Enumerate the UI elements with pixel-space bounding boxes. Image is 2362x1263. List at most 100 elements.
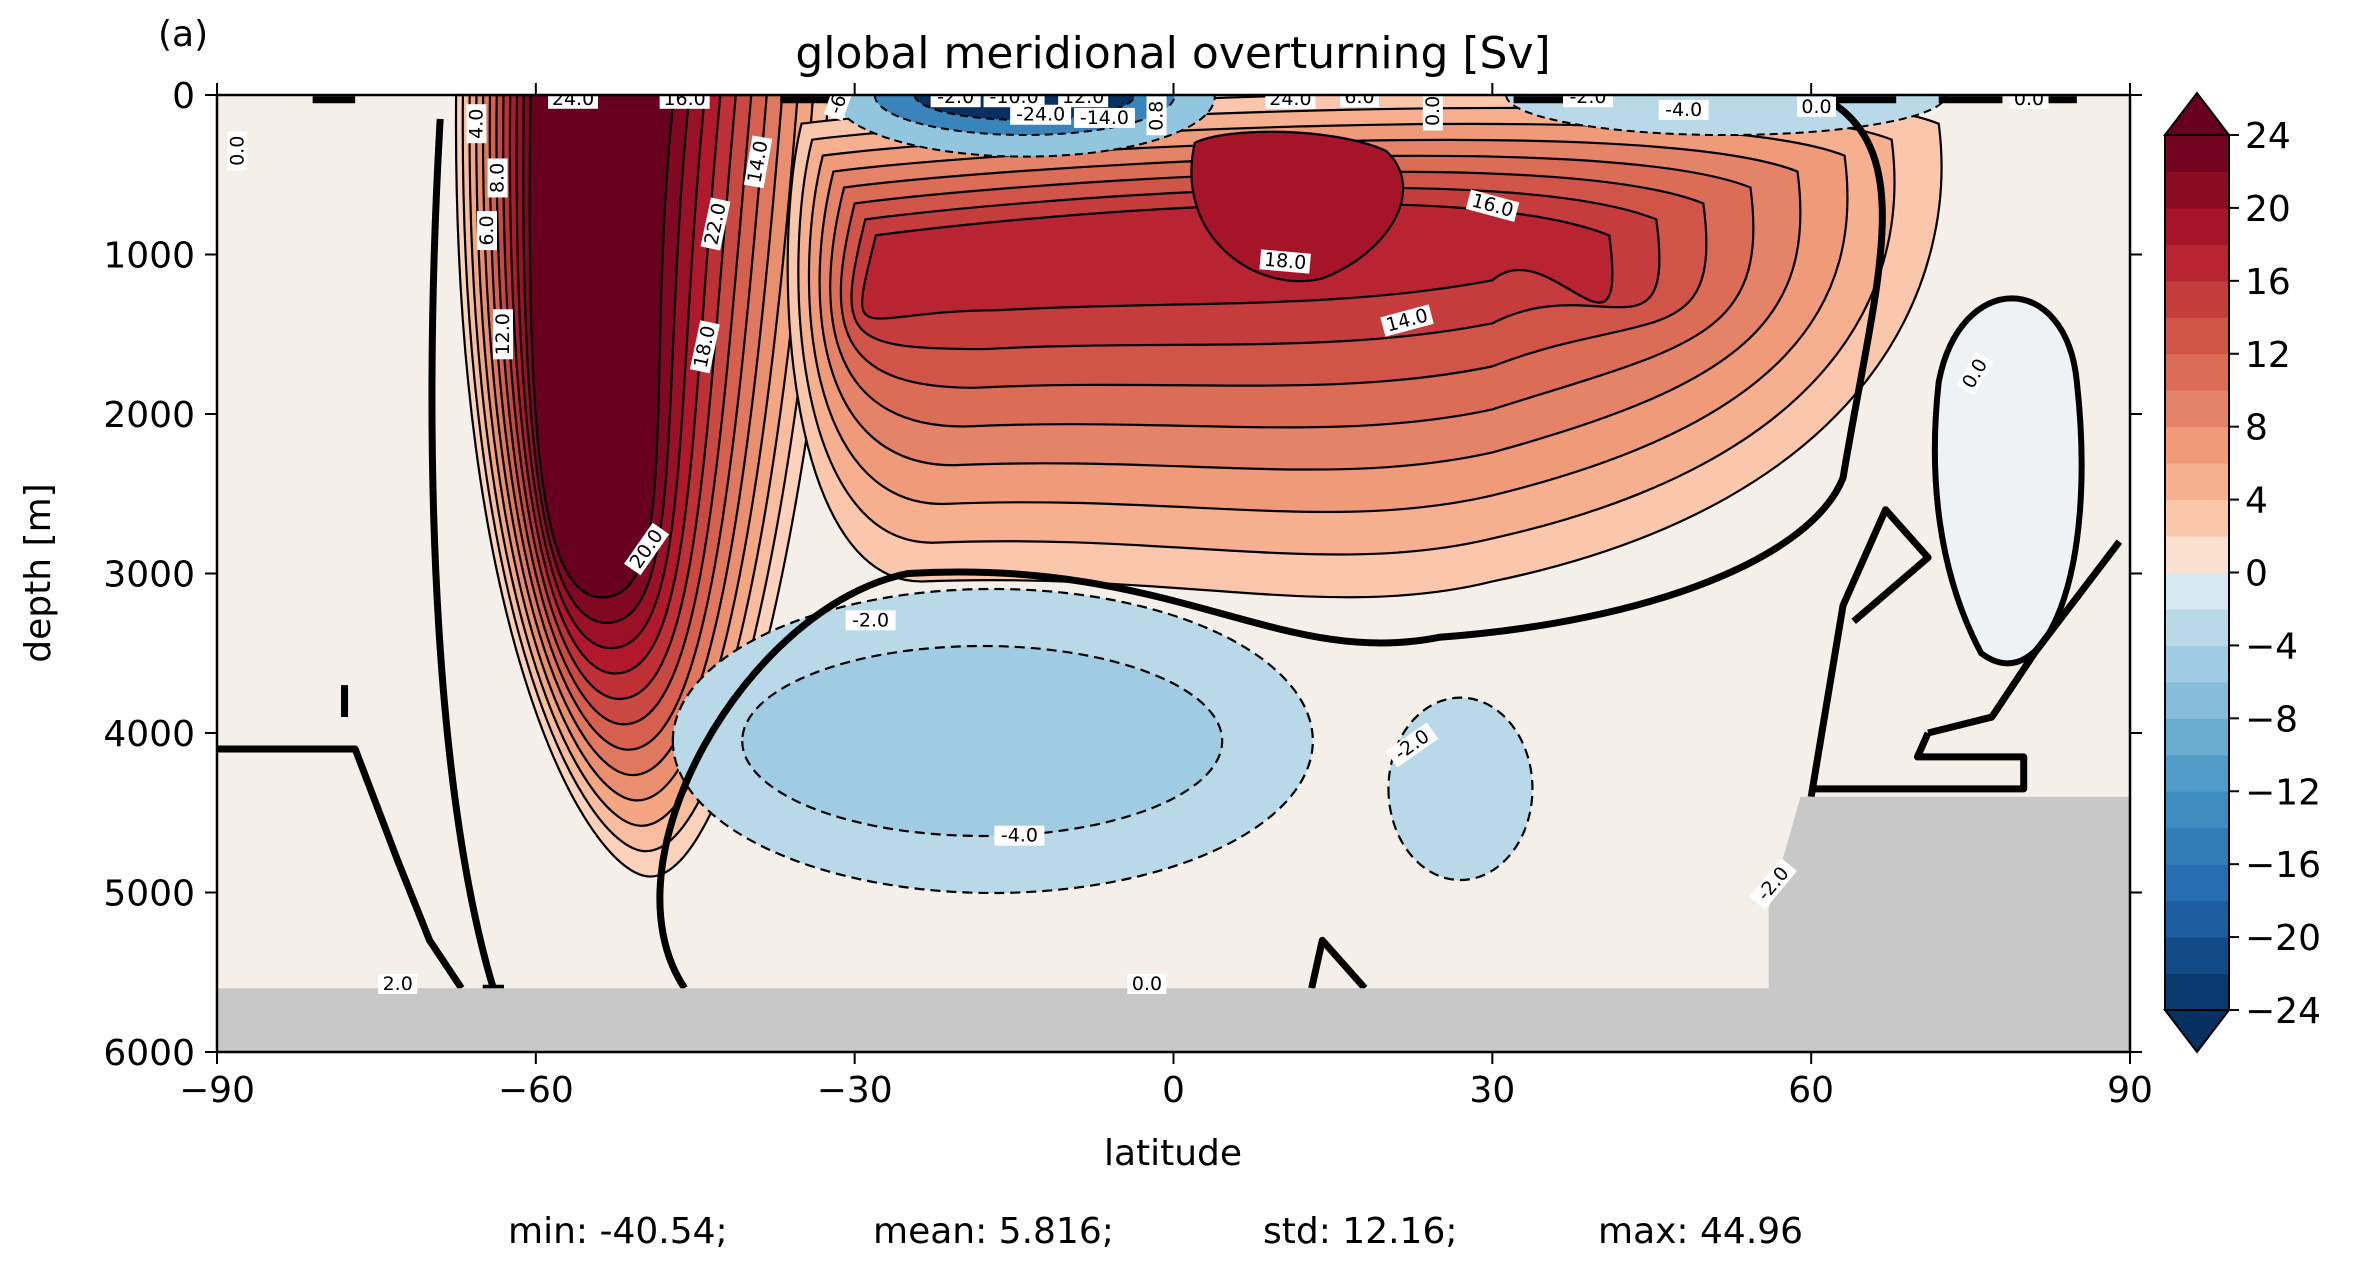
colorbar-swatch <box>2165 135 2229 172</box>
contour-label-text: -4.0 <box>1001 825 1038 847</box>
contour-label-text: 2.0 <box>383 973 413 995</box>
zero-contour <box>428 118 497 990</box>
contour-label-box <box>700 197 731 251</box>
contour-label-text: 18.0 <box>1263 249 1307 275</box>
contour-label: 0.0 <box>1796 96 1836 118</box>
contour-label-text: -2.0 <box>852 609 889 631</box>
contour-label-text: 0.0 <box>2014 88 2044 110</box>
zero-contour <box>656 100 1886 991</box>
contour-label-box <box>1956 351 1994 396</box>
y-axis-label: depth [m] <box>18 483 59 662</box>
contour-label-box <box>983 95 1045 108</box>
bottom-cell-contour <box>741 644 1224 838</box>
contour-label: 8.0 <box>487 158 509 198</box>
contour-label: 6.0 <box>476 211 498 251</box>
contour-label-box <box>994 825 1045 846</box>
contour-label-box <box>227 131 248 171</box>
contour-label-box <box>1058 95 1109 108</box>
contour-label-box <box>743 135 773 189</box>
x-tick-label: 0 <box>1162 1070 1185 1111</box>
contour-label-box <box>1073 107 1135 128</box>
contour-label: 0.8 <box>1146 96 1168 136</box>
contour-label-box <box>466 104 487 144</box>
contour-label-text: 16.0 <box>663 88 705 110</box>
colorbar: 24 20 16 12 8 4 0 −4 −8 −12 −16 −20 −24 <box>2162 91 2321 1054</box>
land-fill <box>217 796 2130 1052</box>
colorbar-tick-label: 20 <box>2245 189 2291 230</box>
y-tick-label: 2000 <box>103 395 195 436</box>
colorbar-swatch <box>2165 973 2229 1011</box>
contour-labels: 0.04.08.06.012.024.0 16.014.022.018.020.0… <box>226 86 2049 995</box>
colorbar-tick-label: 0 <box>2245 554 2268 595</box>
contour-label: 24.0 <box>548 95 599 110</box>
contour-label-text: 0.0 <box>1132 973 1162 995</box>
colorbar-swatch <box>2165 353 2229 391</box>
stats-mean: mean: 5.816; <box>873 1211 1114 1252</box>
colorbar-tick-label: 24 <box>2245 116 2291 157</box>
y-tick-label: 4000 <box>103 714 195 755</box>
contour-label: 18.0 <box>1259 249 1311 275</box>
stats-std: std: 12.16; <box>1263 1211 1457 1252</box>
contour-label-text: -2.0 <box>937 86 974 108</box>
contour-label: 2.0 <box>378 973 418 995</box>
contour-label-box <box>689 320 720 374</box>
contour-label-text: 6.0 <box>476 215 498 245</box>
colorbar-tick-label: 8 <box>2245 408 2268 449</box>
colorbar-swatch <box>2165 317 2229 355</box>
colorbar-extend-min <box>2162 1009 2232 1054</box>
contour-label-box <box>2009 95 2049 109</box>
colorbar-tick-label: 16 <box>2245 262 2291 303</box>
zero-contour <box>217 745 465 991</box>
contour-label: 24.0 <box>1265 95 1316 110</box>
contour-label: -2.0 <box>1562 95 1613 108</box>
x-tick-label: 90 <box>2107 1070 2153 1111</box>
stats-min: min: -40.54; <box>508 1211 728 1252</box>
colorbar-swatch <box>2165 426 2229 464</box>
south-cell-contour <box>528 95 676 599</box>
colorbar-swatch <box>2165 827 2229 865</box>
zero-contour <box>1807 506 1932 798</box>
contour-label: -24.0 <box>1010 104 1072 126</box>
main-cell-core <box>1190 130 1405 283</box>
plot-area: 0.04.08.06.012.024.0 16.014.022.018.020.0… <box>217 86 2130 1052</box>
stats-max: max: 44.96 <box>1598 1211 1803 1252</box>
x-axis-label: latitude <box>1104 1133 1242 1174</box>
contour-label-text: -4.0 <box>1665 99 1702 121</box>
contour-label: 0.0 <box>226 131 248 171</box>
contour-label: 4.0 <box>465 104 487 144</box>
colorbar-swatch <box>2165 572 2229 610</box>
contour-label-box <box>930 95 981 108</box>
contour-label-text: 4.0 <box>465 109 487 139</box>
contour-label-text: 12.0 <box>492 313 514 355</box>
colorbar-swatch <box>2165 536 2229 573</box>
contour-label-text: 8.0 <box>487 163 509 193</box>
contour-label-box <box>1259 249 1311 274</box>
x-tick-label: −60 <box>498 1070 574 1111</box>
colorbar-swatch <box>2165 608 2229 646</box>
contour-label-box <box>1146 96 1167 136</box>
contour-label-text: 0.0 <box>226 136 248 166</box>
colorbar-tick-label: −16 <box>2245 845 2321 886</box>
contour-label-text: 0.8 <box>1146 101 1168 131</box>
stats-line: min: -40.54; mean: 5.816; std: 12.16; ma… <box>508 1211 1803 1252</box>
colorbar-swatch <box>2165 280 2229 318</box>
colorbar-swatch <box>2165 900 2229 938</box>
contour-label-box <box>548 95 599 109</box>
contour-label-box <box>1658 99 1709 120</box>
contour-label-box <box>1465 189 1520 222</box>
colorbar-swatch <box>2165 390 2229 428</box>
colorbar-swatch <box>2165 791 2229 829</box>
colorbar-tick-label: 12 <box>2245 335 2291 376</box>
y-tick-label: 5000 <box>103 874 195 915</box>
colorbar-swatch <box>2165 499 2229 537</box>
colorbar-swatch <box>2165 207 2229 245</box>
contour-label: -2.0 <box>930 86 981 108</box>
y-tick-label: 1000 <box>103 236 195 277</box>
y-tick-label: 3000 <box>103 555 195 596</box>
contour-label: 14.0 <box>743 135 773 189</box>
contour-label-box <box>1265 95 1316 109</box>
colorbar-swatch <box>2165 718 2229 756</box>
contour-label-box <box>1339 95 1379 108</box>
contour-label-text: 12.0 <box>1062 86 1104 108</box>
